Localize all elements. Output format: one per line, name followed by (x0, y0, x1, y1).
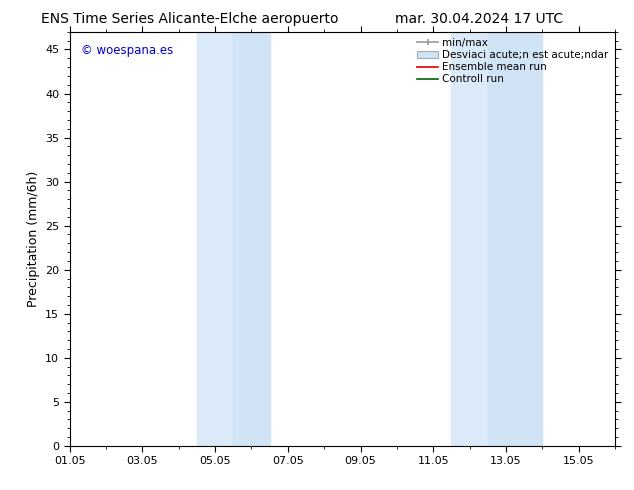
Text: mar. 30.04.2024 17 UTC: mar. 30.04.2024 17 UTC (394, 12, 563, 26)
Bar (197, 32, 233, 446)
Bar (488, 32, 542, 446)
Legend: min/max, Desviaci acute;n est acute;ndar, Ensemble mean run, Controll run: min/max, Desviaci acute;n est acute;ndar… (415, 35, 612, 88)
Bar (233, 32, 269, 446)
Bar (451, 32, 488, 446)
Text: ENS Time Series Alicante-Elche aeropuerto: ENS Time Series Alicante-Elche aeropuert… (41, 12, 339, 26)
Y-axis label: Precipitation (mm/6h): Precipitation (mm/6h) (27, 171, 40, 307)
Text: © woespana.es: © woespana.es (81, 44, 173, 57)
